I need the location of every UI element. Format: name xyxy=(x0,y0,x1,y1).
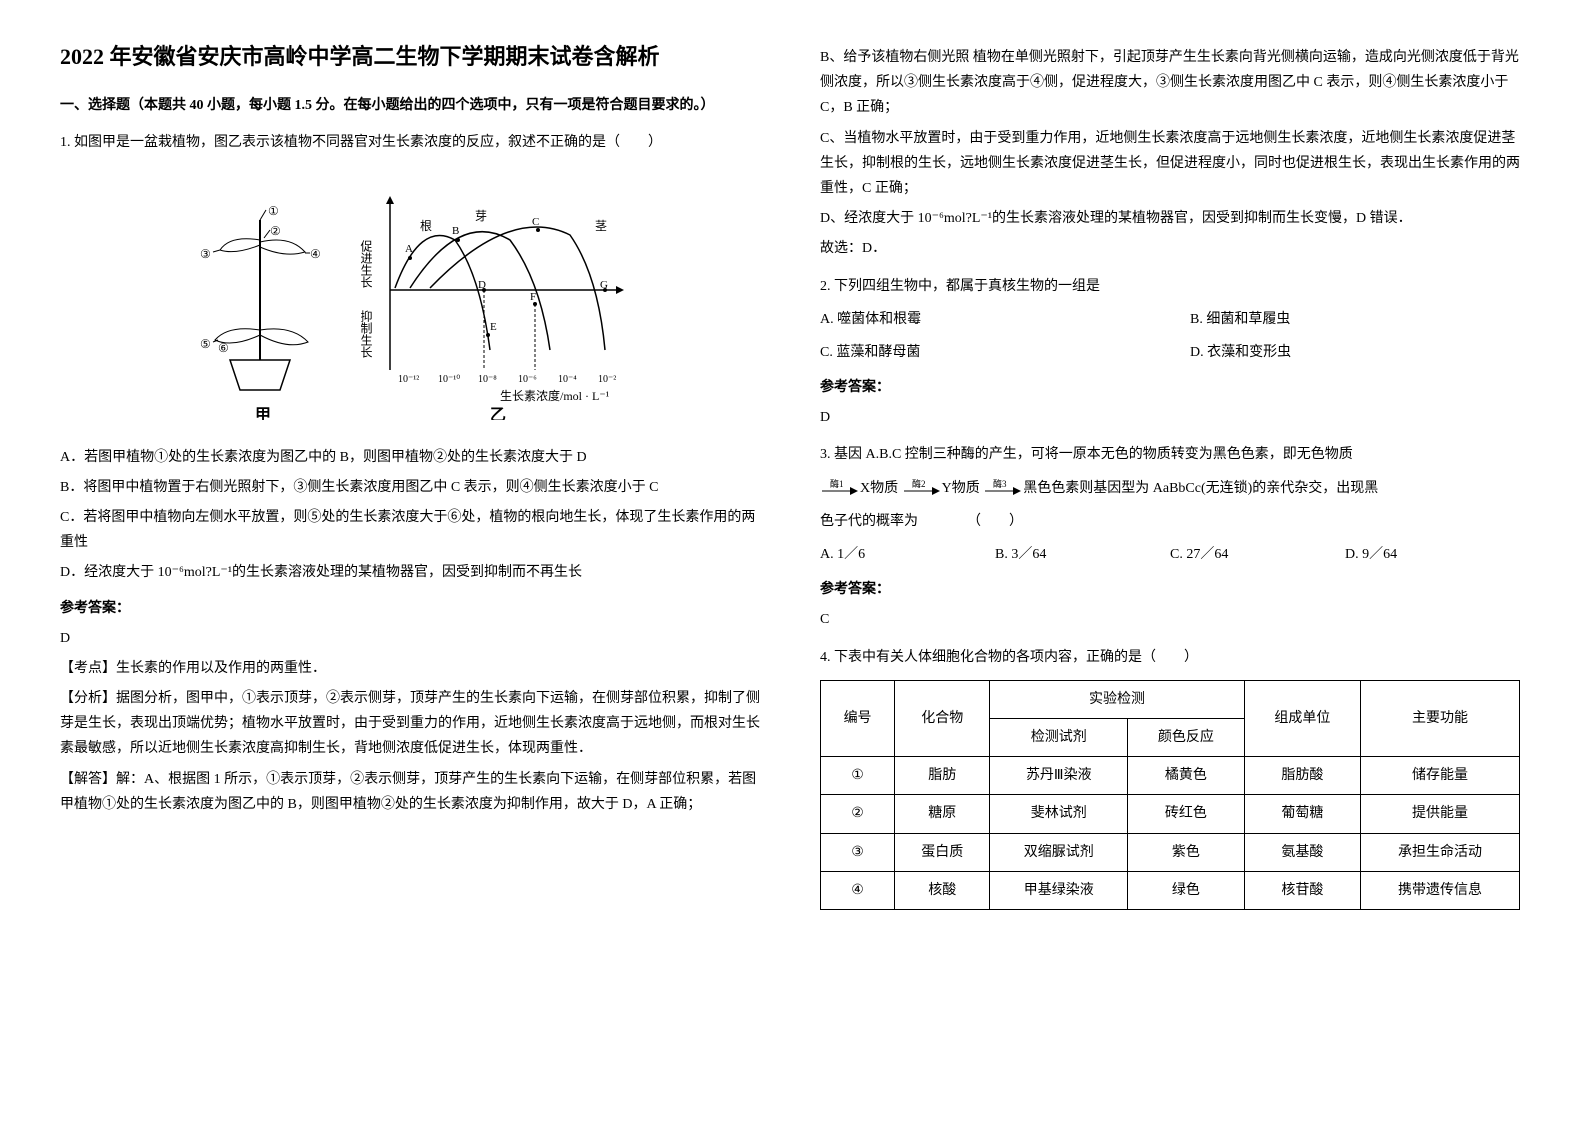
q3-answer-label: 参考答案： xyxy=(820,577,1520,602)
q1-optD: D．经浓度大于 10⁻⁶mol?L⁻¹的生长素溶液处理的某植物器官，因受到抑制而… xyxy=(60,560,760,585)
th-1: 化合物 xyxy=(895,680,990,756)
svg-text:④: ④ xyxy=(310,247,321,261)
svg-text:10⁻⁸: 10⁻⁸ xyxy=(478,374,497,385)
q3-rest: 黑色色素则基因型为 AaBbCc(无连锁)的亲代杂交，出现黑 xyxy=(1023,481,1378,496)
svg-text:10⁻²: 10⁻² xyxy=(598,374,616,385)
svg-text:酶1: 酶1 xyxy=(830,478,844,489)
q1-text: 1. 如图甲是一盆栽植物，图乙表示该植物不同器官对生长素浓度的反应，叙述不正确的… xyxy=(60,130,760,155)
svg-text:生长素浓度/mol · L⁻¹: 生长素浓度/mol · L⁻¹ xyxy=(500,388,610,403)
q2-optA: A. 噬菌体和根霉 xyxy=(820,307,1150,332)
table-row: ③ 蛋白质 双缩脲试剂 紫色 氨基酸 承担生命活动 xyxy=(821,833,1520,871)
q3-optC: C. 27／64 xyxy=(1170,542,1345,567)
q3-optA: A. 1／6 xyxy=(820,542,995,567)
question-2: 2. 下列四组生物中，都属于真核生物的一组是 A. 噬菌体和根霉 B. 细菌和草… xyxy=(820,274,1520,431)
q1-jiedaD: D、经浓度大于 10⁻⁶mol?L⁻¹的生长素溶液处理的某植物器官，因受到抑制而… xyxy=(820,206,1520,231)
section1-heading: 一、选择题（本题共 40 小题，每小题 1.5 分。在每小题给出的四个选项中，只… xyxy=(60,93,760,118)
svg-text:酶2: 酶2 xyxy=(912,478,926,489)
svg-text:③: ③ xyxy=(200,247,211,261)
q1-guxuan: 故选：D． xyxy=(820,236,1520,261)
svg-text:酶3: 酶3 xyxy=(993,478,1007,489)
question-1: 1. 如图甲是一盆栽植物，图乙表示该植物不同器官对生长素浓度的反应，叙述不正确的… xyxy=(60,130,760,817)
svg-text:促进生长: 促进生长 xyxy=(359,240,373,288)
svg-text:乙: 乙 xyxy=(490,407,506,420)
svg-text:②: ② xyxy=(270,224,281,238)
q1-optC: C．若将图甲中植物向左侧水平放置，则⑤处的生长素浓度大于⑥处，植物的根向地生长，… xyxy=(60,505,760,555)
q4-text: 4. 下表中有关人体细胞化合物的各项内容，正确的是（ ） xyxy=(820,645,1520,670)
th-5: 主要功能 xyxy=(1361,680,1520,756)
svg-text:10⁻⁶: 10⁻⁶ xyxy=(518,374,537,385)
table-row: ② 糖原 斐林试剂 砖红色 葡萄糖 提供能量 xyxy=(821,795,1520,833)
table-row: ④ 核酸 甲基绿染液 绿色 核苷酸 携带遗传信息 xyxy=(821,871,1520,909)
q2-text: 2. 下列四组生物中，都属于真核生物的一组是 xyxy=(820,274,1520,299)
q3-formula: 酶1 X物质 酶2 Y物质 酶3 黑色色素则基因型为 AaBbCc(无连锁)的亲代杂交… xyxy=(820,476,1520,501)
q1-jiedaC: C、当植物水平放置时，由于受到重力作用，近地侧生长素浓度高于远地侧生长素浓度，近… xyxy=(820,126,1520,202)
question-4: 4. 下表中有关人体细胞化合物的各项内容，正确的是（ ） 编号 化合物 实验检测… xyxy=(820,645,1520,910)
question-3: 3. 基因 A.B.C 控制三种酶的产生，可将一原本无色的物质转变为黑色色素，即… xyxy=(820,442,1520,632)
svg-text:A: A xyxy=(405,243,413,255)
q2-optD: D. 衣藻和变形虫 xyxy=(1190,340,1520,365)
q3-optB: B. 3／64 xyxy=(995,542,1170,567)
q3-text2: 色子代的概率为 （ ） xyxy=(820,509,1520,534)
svg-text:抑制生长: 抑制生长 xyxy=(359,309,373,358)
q1-figure: ① ② ③ ④ ⑤ ⑥ 甲 xyxy=(60,170,760,429)
page-title: 2022 年安徽省安庆市高岭中学高二生物下学期期末试卷含解析 xyxy=(60,40,760,73)
svg-text:甲: 甲 xyxy=(255,406,271,420)
q3-answer: C xyxy=(820,607,1520,632)
th-super: 实验检测 xyxy=(990,680,1244,718)
th-0: 编号 xyxy=(821,680,895,756)
svg-text:根: 根 xyxy=(420,219,432,233)
q3-optD: D. 9／64 xyxy=(1345,542,1520,567)
svg-text:F: F xyxy=(530,291,536,303)
q2-optC: C. 蓝藻和酵母菌 xyxy=(820,340,1150,365)
q1-optA: A．若图甲植物①处的生长素浓度为图乙中的 B，则图甲植物②处的生长素浓度大于 D xyxy=(60,445,760,470)
th-4: 组成单位 xyxy=(1244,680,1361,756)
svg-text:芽: 芽 xyxy=(475,209,487,223)
svg-text:茎: 茎 xyxy=(595,219,607,233)
svg-text:E: E xyxy=(490,321,497,333)
q1-answer-label: 参考答案： xyxy=(60,596,760,621)
q1-optB: B．将图甲中植物置于右侧光照射下，③侧生长素浓度用图乙中 C 表示，则④侧生长素… xyxy=(60,475,760,500)
q3-x: X物质 xyxy=(860,481,898,496)
svg-text:C: C xyxy=(532,216,539,228)
svg-text:10⁻¹⁰: 10⁻¹⁰ xyxy=(438,374,460,385)
table-row: ① 脂肪 苏丹Ⅲ染液 橘黄色 脂肪酸 储存能量 xyxy=(821,757,1520,795)
q1-jiedaB: B、给予该植物右侧光照 植物在单侧光照射下，引起顶芽产生生长素向背光侧横向运输，… xyxy=(820,45,1520,121)
svg-text:10⁻⁴: 10⁻⁴ xyxy=(558,374,577,385)
q2-answer: D xyxy=(820,405,1520,430)
th-3: 颜色反应 xyxy=(1128,718,1245,756)
svg-text:⑥: ⑥ xyxy=(218,341,229,355)
q4-table: 编号 化合物 实验检测 组成单位 主要功能 检测试剂 颜色反应 ① 脂肪 苏丹Ⅲ… xyxy=(820,680,1520,910)
q1-fenxi: 【分析】据图分析，图甲中，①表示顶芽，②表示侧芽，顶芽产生的生长素向下运输，在侧… xyxy=(60,686,760,762)
q3-y: Y物质 xyxy=(942,481,980,496)
q1-jieda: 【解答】解：A、根据图 1 所示，①表示顶芽，②表示侧芽，顶芽产生的生长素向下运… xyxy=(60,767,760,817)
svg-text:10⁻¹²: 10⁻¹² xyxy=(398,374,419,385)
q1-kaodian: 【考点】生长素的作用以及作用的两重性． xyxy=(60,656,760,681)
q2-optB: B. 细菌和草履虫 xyxy=(1190,307,1520,332)
table-row: 编号 化合物 实验检测 组成单位 主要功能 xyxy=(821,680,1520,718)
svg-text:①: ① xyxy=(268,204,279,218)
q1-answer: D xyxy=(60,626,760,651)
svg-text:⑤: ⑤ xyxy=(200,337,211,351)
q2-answer-label: 参考答案： xyxy=(820,375,1520,400)
svg-text:B: B xyxy=(452,225,459,237)
q3-text: 3. 基因 A.B.C 控制三种酶的产生，可将一原本无色的物质转变为黑色色素，即… xyxy=(820,442,1520,467)
th-2: 检测试剂 xyxy=(990,718,1128,756)
